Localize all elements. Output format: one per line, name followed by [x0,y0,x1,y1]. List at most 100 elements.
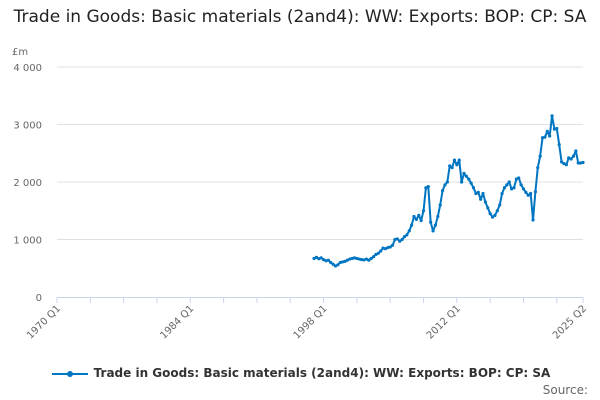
data-point [448,164,452,168]
data-point [312,256,316,261]
legend[interactable]: Trade in Goods: Basic materials (2and4):… [0,366,600,380]
data-point [481,191,485,196]
data-point [462,171,466,175]
data-point [559,160,564,164]
data-point [464,174,468,178]
data-point [367,258,371,262]
data-point [557,143,561,147]
data-point [483,200,488,204]
data-point [571,154,576,158]
data-point [445,180,449,184]
data-point [412,214,416,219]
data-point [471,186,476,190]
data-point [419,218,423,223]
data-point [429,220,433,224]
data-point [314,255,319,259]
data-point [402,235,407,239]
data-point [400,237,404,242]
data-point [436,214,440,219]
data-point [555,126,559,131]
data-point [433,223,438,227]
data-point [500,191,504,196]
data-point [371,255,376,259]
data-point [331,262,335,266]
data-point [488,212,492,216]
data-point [438,203,442,207]
data-point [388,245,392,249]
data-point [517,176,521,180]
data-point [495,209,499,213]
data-point [421,209,426,213]
data-point [538,154,542,158]
data-point [321,258,326,262]
data-point [369,256,373,261]
data-point [548,134,552,138]
data-point [562,162,566,166]
x-tick-label: 1998 Q1 [292,303,330,341]
x-tick-label: 2025 Q2 [551,303,589,341]
data-point [507,180,511,184]
data-point [457,158,461,162]
data-point [564,163,568,167]
data-point [469,181,473,185]
data-point [519,183,523,187]
data-point [512,186,516,190]
data-point [526,193,530,197]
y-tick-label: 0 [36,293,42,304]
data-point [333,264,338,268]
data-point [536,166,540,170]
data-point [343,259,347,263]
data-point [450,166,454,170]
data-point [360,258,364,262]
data-point [452,158,457,162]
data-point [569,157,573,161]
data-point [374,252,378,257]
data-point [455,163,459,167]
data-point [545,129,549,133]
data-point [581,160,585,165]
data-point [509,187,514,191]
data-point [524,190,528,194]
data-point [529,191,533,196]
data-point [533,190,537,194]
data-point [490,215,495,219]
data-point [543,135,547,139]
y-tick-label: 4 000 [13,63,42,74]
data-point [398,239,402,243]
y-tick-label: 2 000 [13,178,42,189]
data-point [502,186,507,190]
data-point [479,197,483,201]
data-point [550,114,554,118]
data-point [493,213,497,217]
data-point [345,258,349,262]
y-tick-label: 3 000 [13,121,42,132]
data-point [443,183,447,187]
data-point [505,183,509,187]
data-point [383,247,388,251]
data-point [407,229,411,233]
data-point [474,191,478,196]
y-axis-label: £m [12,47,28,58]
data-point [426,185,430,189]
x-tick-label: 1984 Q1 [158,303,196,341]
data-point [379,249,383,253]
data-point [567,156,571,160]
data-point [376,251,380,255]
data-point [395,237,399,241]
legend-label: Trade in Goods: Basic materials (2and4):… [93,366,551,380]
data-point [440,189,445,193]
data-point [414,217,418,221]
data-point [531,218,535,222]
data-point [498,203,502,207]
chart-title: Trade in Goods: Basic materials (2and4):… [13,7,587,27]
data-point [467,177,471,181]
data-point [336,263,340,267]
data-point [521,187,526,191]
source-label: Source: [542,383,588,397]
data-point [405,233,409,237]
data-point [486,206,490,210]
data-point [431,229,435,233]
data-point [319,256,323,260]
legend-line-marker-icon [51,370,88,377]
data-point [574,149,578,153]
